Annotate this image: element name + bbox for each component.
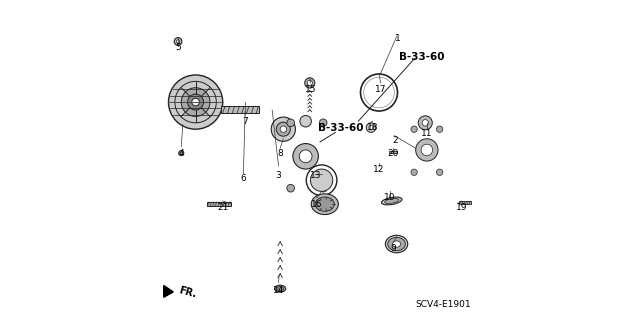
Ellipse shape xyxy=(392,241,401,247)
Circle shape xyxy=(436,169,443,175)
Bar xyxy=(221,106,259,113)
Circle shape xyxy=(422,120,428,126)
Text: 4: 4 xyxy=(179,149,184,158)
Text: 13: 13 xyxy=(310,171,321,180)
Text: 19: 19 xyxy=(456,203,468,212)
Text: 11: 11 xyxy=(421,130,433,138)
Circle shape xyxy=(168,75,223,129)
Circle shape xyxy=(305,78,315,88)
Circle shape xyxy=(181,88,210,116)
Circle shape xyxy=(287,119,294,127)
Text: 12: 12 xyxy=(373,165,385,174)
Circle shape xyxy=(276,122,291,136)
Text: 6: 6 xyxy=(241,174,246,183)
Text: 20: 20 xyxy=(388,149,399,158)
Circle shape xyxy=(310,169,333,191)
Bar xyxy=(459,201,471,204)
Text: SCV4-E1901: SCV4-E1901 xyxy=(415,300,470,309)
Ellipse shape xyxy=(388,237,405,251)
Circle shape xyxy=(177,40,180,43)
Bar xyxy=(207,202,230,206)
Ellipse shape xyxy=(311,194,339,215)
Ellipse shape xyxy=(385,198,399,204)
Text: 8: 8 xyxy=(277,149,283,158)
FancyBboxPatch shape xyxy=(280,113,334,199)
Circle shape xyxy=(411,126,417,132)
Text: 7: 7 xyxy=(242,117,248,126)
Circle shape xyxy=(271,117,296,141)
Circle shape xyxy=(287,184,294,192)
Text: 5: 5 xyxy=(175,43,181,52)
Text: 16: 16 xyxy=(311,200,323,209)
Circle shape xyxy=(369,125,373,130)
Text: 10: 10 xyxy=(385,193,396,202)
Circle shape xyxy=(419,116,432,130)
Circle shape xyxy=(416,139,438,161)
Circle shape xyxy=(300,150,312,163)
Circle shape xyxy=(280,126,287,132)
Text: 9: 9 xyxy=(390,244,396,253)
Text: 14: 14 xyxy=(273,286,284,295)
Text: 1: 1 xyxy=(396,34,401,43)
Circle shape xyxy=(319,119,327,127)
Circle shape xyxy=(179,151,184,156)
Text: B-33-60: B-33-60 xyxy=(399,52,445,63)
Text: 18: 18 xyxy=(367,123,378,132)
Circle shape xyxy=(192,98,200,106)
Ellipse shape xyxy=(275,285,285,292)
Text: 17: 17 xyxy=(375,85,387,94)
Circle shape xyxy=(174,38,182,45)
Polygon shape xyxy=(164,286,173,297)
Circle shape xyxy=(307,80,312,85)
Ellipse shape xyxy=(276,286,284,291)
Circle shape xyxy=(300,115,312,127)
Text: B-33-60: B-33-60 xyxy=(318,122,364,133)
Circle shape xyxy=(421,144,433,156)
Text: 15: 15 xyxy=(305,85,316,94)
Text: FR.: FR. xyxy=(178,286,198,300)
Text: 21: 21 xyxy=(217,203,228,212)
Circle shape xyxy=(411,169,417,175)
Bar xyxy=(227,22,457,303)
Ellipse shape xyxy=(316,197,334,211)
Circle shape xyxy=(436,126,443,132)
Circle shape xyxy=(366,123,376,132)
Circle shape xyxy=(319,184,327,192)
FancyBboxPatch shape xyxy=(406,119,451,182)
Bar xyxy=(388,151,397,153)
Ellipse shape xyxy=(381,197,402,205)
Ellipse shape xyxy=(385,235,408,253)
Text: 2: 2 xyxy=(392,136,398,145)
Text: 3: 3 xyxy=(276,171,282,180)
Circle shape xyxy=(293,144,319,169)
Circle shape xyxy=(188,94,204,110)
